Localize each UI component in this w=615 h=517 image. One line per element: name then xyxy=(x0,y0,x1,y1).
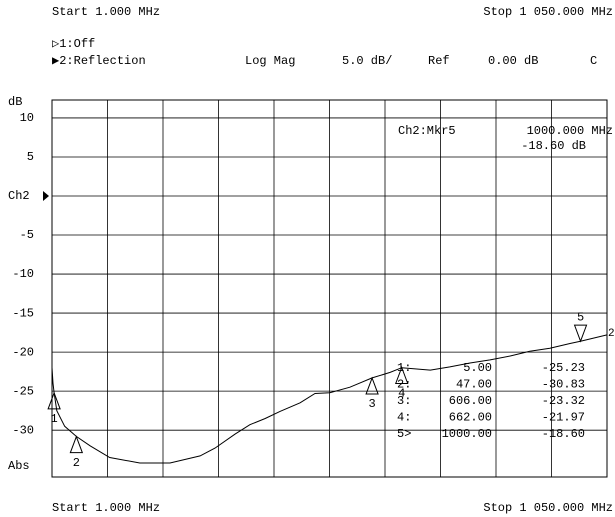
marker-x: 606.00 xyxy=(449,394,492,408)
start-label-bottom: Start 1.000 MHz xyxy=(52,501,160,515)
marker-id: 5> xyxy=(397,427,411,441)
ref-arrow xyxy=(43,191,49,201)
marker-x: 1000.00 xyxy=(442,427,492,441)
trace xyxy=(51,334,608,464)
y-tick-label: -10 xyxy=(12,267,34,281)
y-tick-label: Ch2 xyxy=(8,189,30,203)
trace-label: 2 xyxy=(608,328,615,340)
ref: Ref xyxy=(428,54,450,68)
channel2: ▶2:Reflection xyxy=(52,54,146,68)
channel1: ▷1:Off xyxy=(52,37,95,51)
marker-value: -21.97 xyxy=(542,411,585,425)
marker xyxy=(69,435,84,454)
marker-x: 5.00 xyxy=(463,361,492,375)
marker-id: 3: xyxy=(397,394,411,408)
marker xyxy=(47,391,61,410)
marker-value: -30.83 xyxy=(542,378,585,392)
marker xyxy=(394,366,409,384)
marker-number: 5 xyxy=(577,310,584,324)
marker-number: 3 xyxy=(368,397,375,411)
marker-x: 47.00 xyxy=(456,378,492,392)
format: Log Mag xyxy=(245,54,295,68)
marker-number: 1 xyxy=(51,412,58,426)
y-tick-label: -15 xyxy=(12,306,34,320)
coupling: C xyxy=(590,54,597,68)
marker-value: -23.32 xyxy=(542,394,585,408)
start-label: Start 1.000 MHz xyxy=(52,5,160,19)
scale: 5.0 dB/ xyxy=(342,54,392,68)
y-unit: dB xyxy=(8,95,22,109)
marker xyxy=(573,324,588,343)
readout-value: -18.60 dB xyxy=(521,139,586,153)
readout-title: Ch2:Mkr5 xyxy=(398,124,456,138)
marker-id: 2: xyxy=(397,378,411,392)
marker-id: 4: xyxy=(397,411,411,425)
y-tick-label: 10 xyxy=(20,111,34,125)
y-tick-label: 5 xyxy=(27,150,34,164)
readout-x: 1000.000 MHz xyxy=(527,124,613,138)
marker xyxy=(365,376,379,395)
stop-label: Stop 1 050.000 MHz xyxy=(483,5,613,19)
marker-value: -25.23 xyxy=(542,361,585,375)
y-tick-label: -30 xyxy=(12,423,34,437)
ref-value: 0.00 dB xyxy=(488,54,538,68)
y-tick-label: -20 xyxy=(12,345,34,359)
y-tick-label: -25 xyxy=(12,384,34,398)
y-tick-label: -5 xyxy=(20,228,34,242)
stop-label-bottom: Stop 1 050.000 MHz xyxy=(483,501,613,515)
marker-number: 2 xyxy=(73,456,80,470)
abs-label: Abs xyxy=(8,459,30,473)
marker-number: 4 xyxy=(398,387,405,401)
marker-value: -18.60 xyxy=(542,427,585,441)
marker-x: 662.00 xyxy=(449,411,492,425)
